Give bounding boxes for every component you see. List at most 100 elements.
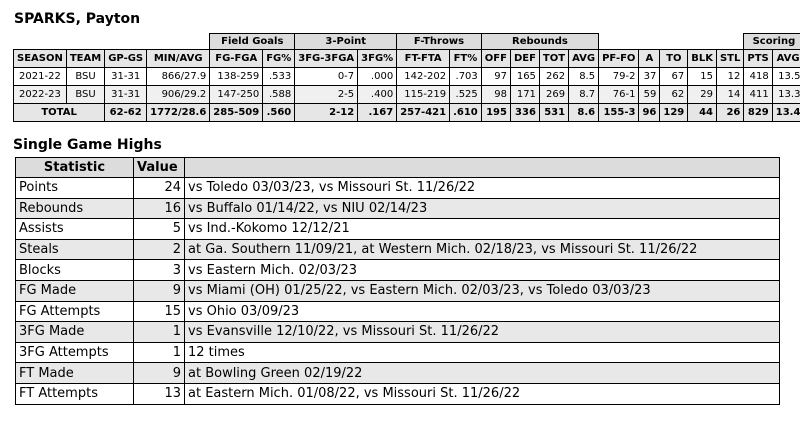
statistic-cell: FG Attempts <box>15 300 134 323</box>
total-row: TOTAL 62-62 1772/28.6 285-509.560 2-12.167 25… <box>12 103 800 122</box>
statistic-cell: Steals <box>15 238 134 261</box>
total-cell: TOTAL <box>12 103 106 122</box>
group-three-point: 3-Point <box>294 33 398 50</box>
total-cell: .610 <box>449 103 482 122</box>
total-cell: 13.4 <box>771 103 800 122</box>
games-cell: at Bowling Green 02/19/22 <box>184 362 780 384</box>
stat-cell: 13.3 <box>771 85 800 104</box>
high-row: Rebounds 16 vs Buffalo 01/14/22, vs NIU 02… <box>15 197 780 220</box>
column-header: MIN/AVG <box>146 49 211 68</box>
total-cell: 129 <box>659 103 689 122</box>
value-cell: 24 <box>133 177 185 199</box>
value-cell: 13 <box>133 382 185 405</box>
games-cell: vs Eastern Mich. 02/03/23 <box>184 259 780 281</box>
stat-cell: 418 <box>743 67 773 86</box>
column-header: FT-FTA <box>396 49 451 68</box>
high-row: Assists 5 vs Ind.-Kokomo 12/12/21 <box>15 218 780 240</box>
stat-cell: 62 <box>659 85 689 104</box>
value-cell: 15 <box>133 300 185 323</box>
games-cell: at Ga. Southern 11/09/21, at Western Mic… <box>184 238 780 261</box>
season-row: 2022-23 BSU 31-31 906/29.2 147-250.588 2-5.40… <box>13 85 800 104</box>
statistic-cell: Assists <box>15 218 134 240</box>
stat-cell: .400 <box>357 85 398 104</box>
stat-cell: 2-5 <box>294 85 359 104</box>
stat-cell: 97 <box>480 67 511 86</box>
stat-cell: 59 <box>638 85 661 104</box>
stat-cell: 15 <box>687 67 717 86</box>
column-header: AVG <box>568 49 600 68</box>
group-scoring: Scoring <box>743 33 800 50</box>
total-cell: 285-509 <box>209 103 264 122</box>
games-cell: at Eastern Mich. 01/08/22, vs Missouri S… <box>184 382 780 405</box>
single-game-highs-table: Statistic Value Points 24 vs Toledo 03/03/… <box>15 157 780 405</box>
stat-cell: 31-31 <box>104 85 148 104</box>
stat-cell: 906/29.2 <box>146 85 211 104</box>
total-cell: .560 <box>262 103 296 122</box>
stat-cell: 115-219 <box>396 85 451 104</box>
column-header: SEASON <box>13 49 67 68</box>
total-cell: 96 <box>638 103 661 122</box>
column-header: FG% <box>262 49 296 68</box>
statistic-cell: FT Attempts <box>15 382 134 405</box>
high-row: FG Made 9 vs Miami (OH) 01/25/22, vs Easte… <box>15 279 780 302</box>
total-cell: 2-12 <box>294 103 359 122</box>
column-header: 3FG-3FGA <box>294 49 359 68</box>
value-cell: 3 <box>133 259 185 281</box>
statistic-cell: FG Made <box>15 279 134 302</box>
statistic-cell: Blocks <box>15 259 134 281</box>
highs-header-row: Statistic Value <box>15 157 780 178</box>
stat-cell: 142-202 <box>396 67 451 86</box>
column-header: TEAM <box>65 49 106 68</box>
games-cell: vs Ohio 03/09/23 <box>184 300 780 323</box>
stat-cell: .588 <box>262 85 296 104</box>
stat-cell: 31-31 <box>104 67 148 86</box>
group-free-throws: F-Throws <box>396 33 482 50</box>
total-cell: 44 <box>687 103 717 122</box>
stat-cell: 269 <box>538 85 570 104</box>
column-header: BLK <box>687 49 717 68</box>
games-cell: vs Evansville 12/10/22, vs Missouri St. … <box>184 321 780 343</box>
stat-cell: 138-259 <box>209 67 264 86</box>
total-cell: 8.6 <box>568 103 600 122</box>
stat-cell: 2021-22 <box>13 67 67 86</box>
stat-cell: 171 <box>509 85 540 104</box>
stat-cell: 98 <box>480 85 511 104</box>
column-header: PTS <box>743 49 773 68</box>
season-row: 2021-22 BSU 31-31 866/27.9 138-259.533 0-7.00… <box>13 67 800 86</box>
group-blank <box>598 33 744 50</box>
column-header: OFF <box>480 49 511 68</box>
value-cell: 1 <box>133 341 185 364</box>
value-cell: 5 <box>133 218 185 240</box>
stat-cell: 12 <box>715 67 745 86</box>
column-header: TOT <box>538 49 570 68</box>
stat-cell: 13.5 <box>771 67 800 86</box>
stat-cell: .000 <box>357 67 398 86</box>
stat-cell: 165 <box>509 67 540 86</box>
stat-cell: 262 <box>538 67 570 86</box>
high-row: Steals 2 at Ga. Southern 11/09/21, at West… <box>15 238 780 261</box>
games-header <box>184 157 780 178</box>
stat-cell: 2022-23 <box>13 85 67 104</box>
stat-cell: 37 <box>638 67 661 86</box>
total-cell: 829 <box>743 103 773 122</box>
games-cell: vs Ind.-Kokomo 12/12/21 <box>184 218 780 240</box>
statistic-header: Statistic <box>15 157 134 178</box>
total-cell: .167 <box>357 103 398 122</box>
stat-cell: BSU <box>65 85 106 104</box>
statistic-cell: 3FG Made <box>15 321 134 343</box>
column-header: FT% <box>449 49 482 68</box>
group-rebounds: Rebounds <box>480 33 600 50</box>
column-header: DEF <box>509 49 540 68</box>
column-header: TO <box>659 49 689 68</box>
high-row: FT Attempts 13 at Eastern Mich. 01/08/22, … <box>15 382 780 405</box>
total-cell: 336 <box>509 103 540 122</box>
career-stats-table: Field Goals 3-Point F-Throws Rebounds Sc… <box>12 33 800 122</box>
group-field-goals: Field Goals <box>209 33 296 50</box>
stat-cell: 8.5 <box>568 67 600 86</box>
total-cell: 26 <box>715 103 745 122</box>
high-row: FG Attempts 15 vs Ohio 03/09/23 <box>15 300 780 323</box>
stat-cell: 29 <box>687 85 717 104</box>
stat-cell: 79-2 <box>598 67 640 86</box>
games-cell: vs Toledo 03/03/23, vs Missouri St. 11/2… <box>184 177 780 199</box>
column-header: GP-GS <box>104 49 148 68</box>
